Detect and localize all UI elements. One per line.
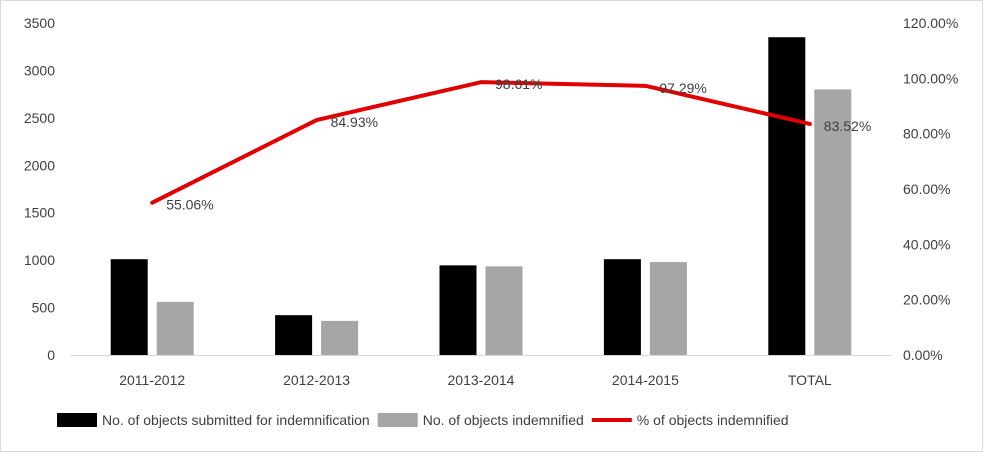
legend-label: No. of objects submitted for indemnifica…: [102, 412, 370, 428]
y-left-tick-label: 1000: [24, 252, 55, 268]
legend-swatch-submitted: [57, 413, 97, 427]
y-left-tick-label: 3000: [24, 62, 55, 78]
y-left-tick-label: 1500: [24, 205, 55, 221]
bar-submitted: [439, 265, 477, 355]
bar-indemnified: [321, 320, 359, 355]
y-right-tick-label: 60.00%: [903, 181, 950, 197]
y-right-tick-label: 100.00%: [903, 70, 958, 86]
line-percent-indemnified: [150, 80, 812, 205]
legend-swatch-indemnified: [377, 413, 418, 427]
bar-indemnified: [649, 262, 687, 355]
y-left-tick-label: 3500: [24, 15, 55, 31]
y-right-tick-label: 80.00%: [903, 126, 950, 142]
bar-submitted: [603, 259, 641, 355]
y-left-tick-label: 2500: [24, 110, 55, 126]
y-right-tick-label: 120.00%: [903, 15, 958, 31]
y-left-tick-label: 500: [32, 300, 56, 316]
line-data-label: 55.06%: [166, 197, 213, 213]
line-data-label: 97.29%: [659, 80, 706, 96]
y-right-tick-label: 0.00%: [903, 347, 943, 363]
bar-indemnified: [156, 301, 194, 355]
legend-label: % of objects indemnified: [637, 412, 789, 428]
bar-indemnified: [814, 89, 852, 356]
line-data-label: 98.61%: [495, 76, 542, 92]
bar-indemnified: [485, 266, 523, 355]
y-left-tick-label: 0: [47, 347, 55, 363]
x-category-label: TOTAL: [788, 372, 832, 388]
y-left-tick-label: 2000: [24, 157, 55, 173]
line-data-label: 84.93%: [331, 114, 378, 130]
x-category-label: 2013-2014: [448, 372, 515, 388]
x-category-label: 2014-2015: [612, 372, 679, 388]
bar-submitted: [110, 259, 148, 355]
y-right-tick-label: 20.00%: [903, 292, 950, 308]
legend-label: No. of objects indemnified: [423, 412, 584, 428]
x-category-label: 2011-2012: [119, 372, 185, 388]
y-right-tick-label: 40.00%: [903, 236, 950, 252]
x-category-label: 2012-2013: [283, 372, 350, 388]
bar-submitted: [768, 37, 806, 355]
line-data-label: 83.52%: [824, 118, 871, 134]
bar-submitted: [275, 315, 313, 355]
